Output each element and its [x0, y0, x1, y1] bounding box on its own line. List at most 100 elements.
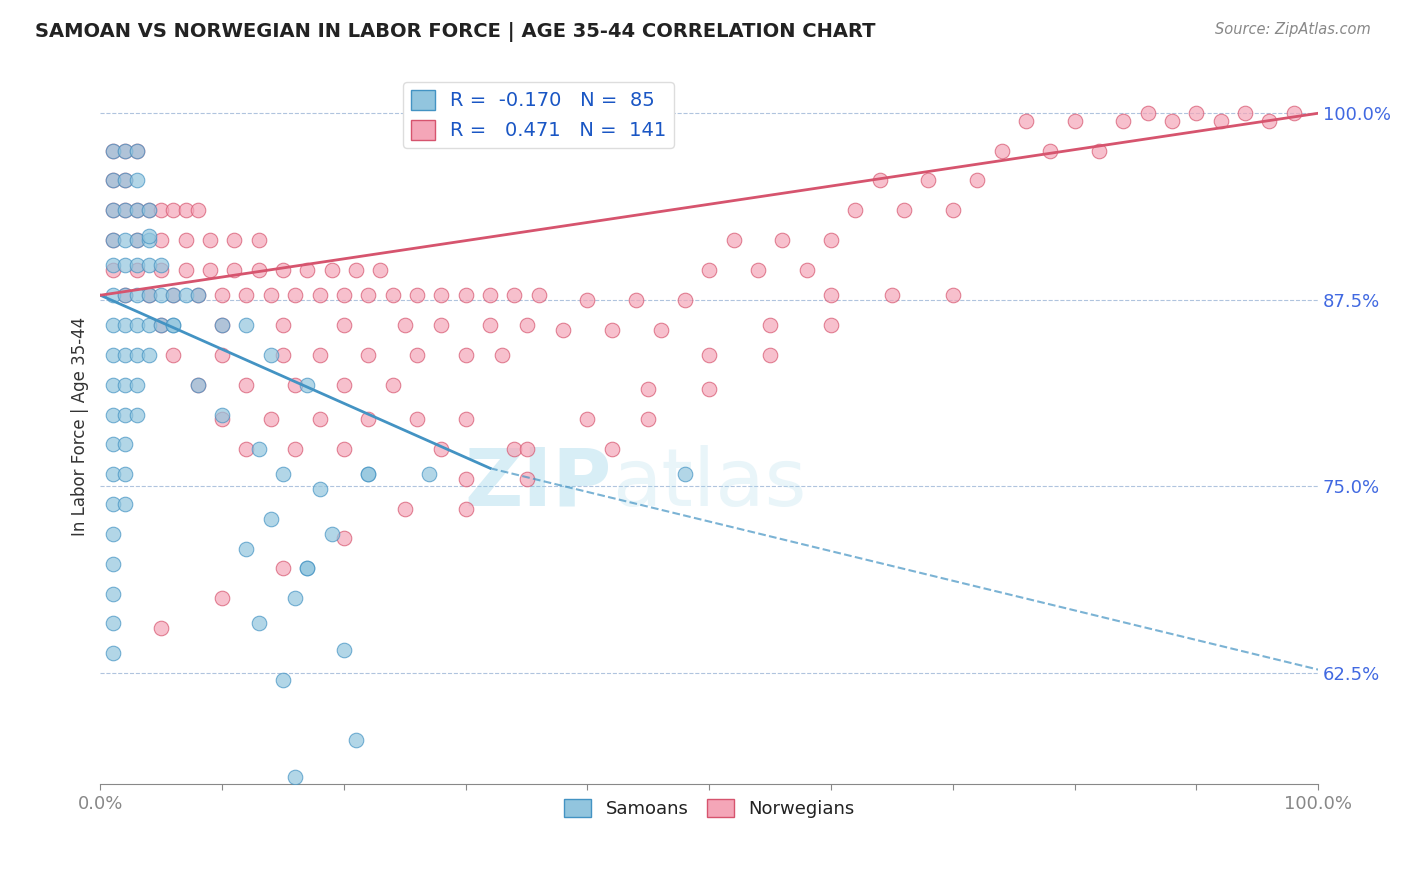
Point [381, 288, 404, 302]
Point [1161, 113, 1184, 128]
Point [138, 348, 160, 362]
Point [284, 288, 307, 302]
Point [503, 288, 526, 302]
Point [942, 203, 965, 218]
Point [624, 293, 647, 307]
Point [211, 591, 233, 605]
Point [1112, 113, 1135, 128]
Point [101, 203, 124, 218]
Point [150, 318, 173, 332]
Point [125, 144, 148, 158]
Point [114, 437, 136, 451]
Point [211, 412, 233, 426]
Point [211, 318, 233, 332]
Point [1039, 144, 1062, 158]
Point [114, 203, 136, 218]
Point [576, 412, 599, 426]
Point [101, 586, 124, 600]
Point [759, 318, 782, 332]
Point [308, 288, 330, 302]
Point [114, 497, 136, 511]
Point [942, 288, 965, 302]
Point [101, 348, 124, 362]
Point [125, 263, 148, 277]
Point [637, 382, 659, 396]
Point [198, 233, 221, 247]
Point [125, 288, 148, 302]
Point [697, 348, 720, 362]
Point [503, 442, 526, 456]
Point [966, 173, 988, 187]
Point [162, 203, 184, 218]
Point [224, 263, 246, 277]
Point [394, 318, 416, 332]
Point [271, 561, 294, 575]
Point [114, 259, 136, 273]
Point [844, 203, 866, 218]
Point [150, 621, 173, 635]
Text: ZIP: ZIP [464, 445, 612, 523]
Point [260, 348, 283, 362]
Point [150, 318, 173, 332]
Point [114, 144, 136, 158]
Point [479, 288, 502, 302]
Point [162, 288, 184, 302]
Point [187, 377, 209, 392]
Point [820, 318, 842, 332]
Point [454, 412, 477, 426]
Point [284, 591, 307, 605]
Point [174, 203, 197, 218]
Point [125, 203, 148, 218]
Point [101, 497, 124, 511]
Point [284, 377, 307, 392]
Point [162, 318, 184, 332]
Point [1258, 113, 1281, 128]
Point [114, 377, 136, 392]
Point [150, 259, 173, 273]
Point [187, 288, 209, 302]
Point [321, 263, 343, 277]
Point [260, 288, 283, 302]
Point [125, 203, 148, 218]
Point [759, 348, 782, 362]
Point [101, 646, 124, 660]
Point [479, 318, 502, 332]
Point [150, 203, 173, 218]
Point [162, 288, 184, 302]
Point [1234, 106, 1257, 120]
Point [150, 263, 173, 277]
Point [125, 233, 148, 247]
Point [1136, 106, 1159, 120]
Point [114, 144, 136, 158]
Point [138, 233, 160, 247]
Point [271, 467, 294, 482]
Point [101, 173, 124, 187]
Point [125, 318, 148, 332]
Point [650, 322, 672, 336]
Point [101, 259, 124, 273]
Point [454, 472, 477, 486]
Point [114, 467, 136, 482]
Point [162, 318, 184, 332]
Point [271, 348, 294, 362]
Point [600, 322, 623, 336]
Point [430, 442, 453, 456]
Point [1088, 144, 1111, 158]
Point [138, 228, 160, 243]
Point [893, 203, 915, 218]
Point [454, 348, 477, 362]
Point [260, 512, 283, 526]
Point [1185, 106, 1208, 120]
Point [138, 203, 160, 218]
Point [125, 348, 148, 362]
Point [673, 467, 696, 482]
Point [247, 616, 270, 631]
Point [247, 233, 270, 247]
Point [333, 643, 356, 657]
Point [516, 442, 538, 456]
Point [381, 377, 404, 392]
Point [150, 233, 173, 247]
Point [1282, 106, 1305, 120]
Point [357, 412, 380, 426]
Point [723, 233, 745, 247]
